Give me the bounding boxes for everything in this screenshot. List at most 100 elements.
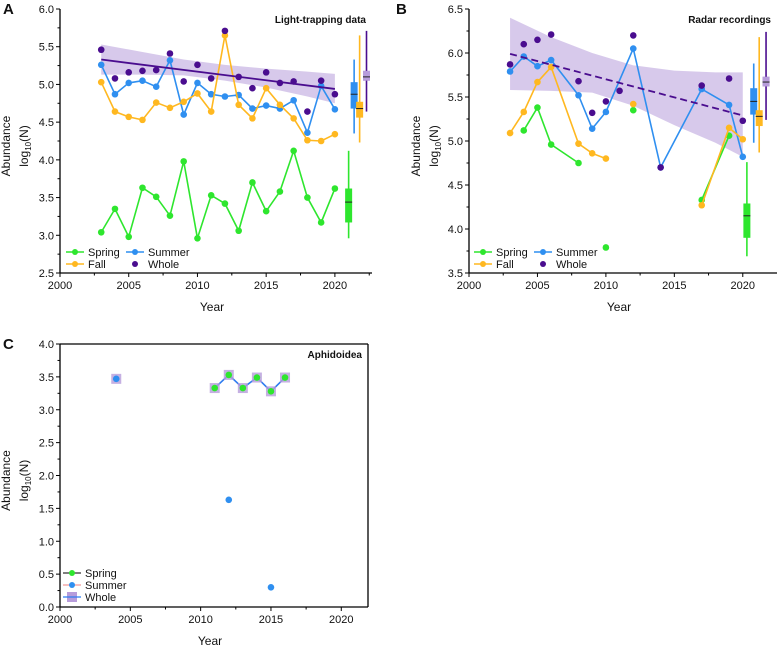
legend-marker: [480, 249, 486, 255]
boxplot-spring: [743, 162, 751, 257]
data-point: [317, 77, 325, 84]
legend-item-spring: Spring: [63, 568, 117, 580]
x-tick-label: 2005: [118, 614, 142, 626]
data-point: [111, 205, 119, 213]
data-point: [588, 125, 596, 132]
x-tick-label: 2005: [116, 280, 140, 292]
y-tick-label: 2.5: [39, 268, 54, 280]
data-point: [575, 140, 582, 147]
box: [356, 101, 364, 118]
data-point: [125, 79, 133, 87]
panel-title: Radar recordings: [688, 15, 771, 26]
data-point: [180, 111, 188, 118]
y-axis-label: Abundance: [409, 115, 423, 176]
data-point: [602, 155, 610, 162]
data-point: [194, 90, 201, 97]
legend-marker: [132, 261, 138, 267]
data-point: [166, 212, 174, 219]
x-tick-label: 2015: [259, 614, 283, 626]
y-tick-label: 6.5: [448, 4, 463, 16]
data-point: [125, 233, 133, 241]
y-tick-label: 6.0: [39, 4, 54, 16]
data-point: [97, 228, 105, 236]
legend-item-summer: Summer: [63, 580, 127, 592]
boxplot-fall: [755, 37, 763, 153]
legend-item-spring: Spring: [66, 247, 120, 259]
trend-line: [101, 58, 336, 90]
data-point: [262, 69, 270, 76]
data-point: [125, 113, 133, 121]
data-point: [180, 98, 188, 106]
data-point: [221, 27, 229, 35]
x-tick-label: 2020: [323, 280, 347, 292]
data-point: [739, 135, 747, 143]
series-spring: [97, 147, 339, 242]
y-unit-log: log: [17, 485, 31, 501]
data-point: [207, 90, 215, 98]
y-tick-label: 1.0: [39, 536, 54, 548]
data-point: [152, 83, 160, 90]
data-point: [249, 179, 256, 186]
y-tick-label: 3.0: [39, 230, 54, 242]
legend-item-whole: Whole: [132, 259, 179, 271]
data-point: [547, 141, 555, 148]
x-tick-label: 2020: [731, 280, 755, 292]
legend-label: Summer: [148, 247, 190, 259]
data-point: [276, 188, 284, 195]
data-point: [602, 244, 610, 251]
legend-item-spring: Spring: [474, 247, 528, 259]
y-tick-label: 6.0: [448, 48, 463, 60]
data-point: [166, 56, 174, 64]
data-point: [281, 374, 289, 381]
x-axis-label: Year: [200, 300, 224, 314]
data-point: [194, 235, 201, 242]
y-tick-label: 4.5: [448, 180, 463, 192]
data-point: [225, 371, 233, 379]
series-spring: [211, 371, 289, 395]
data-point: [97, 61, 105, 69]
data-point: [588, 109, 596, 117]
series-spring: [520, 104, 733, 251]
data-point: [166, 50, 174, 57]
data-point: [194, 79, 201, 87]
x-axis-label: Year: [198, 634, 222, 648]
y-tick-label: 1.5: [39, 503, 54, 515]
data-point: [575, 159, 582, 167]
y-unit-tail: (N): [17, 460, 31, 477]
legend-label: Fall: [88, 259, 106, 271]
data-point: [331, 106, 339, 113]
data-point: [221, 93, 229, 100]
data-point: [262, 84, 270, 92]
data-point: [725, 124, 733, 132]
box: [345, 188, 353, 223]
y-axis-unit-label: log10(N): [17, 460, 33, 502]
data-point: [253, 374, 261, 381]
series-whole: [111, 369, 291, 397]
legend-label: Whole: [85, 592, 116, 604]
panel-letter: A: [3, 1, 14, 18]
legend-marker: [540, 249, 546, 255]
data-point: [152, 66, 160, 74]
data-point: [166, 104, 174, 112]
x-tick-label: 2010: [188, 614, 212, 626]
data-point: [629, 106, 637, 114]
data-point: [221, 32, 229, 39]
y-axis-label: Abundance: [0, 450, 13, 511]
legend-label: Spring: [85, 568, 117, 580]
data-point: [588, 150, 596, 157]
y-unit-subscript: 10: [434, 141, 443, 150]
legend-marker: [540, 261, 546, 267]
boxplot-spring: [345, 150, 353, 239]
data-point: [262, 102, 270, 109]
legend-item-whole: Whole: [540, 259, 587, 271]
y-tick-label: 3.0: [39, 405, 54, 417]
box: [363, 70, 371, 81]
data-point: [249, 84, 256, 92]
legend-item-fall: Fall: [474, 259, 514, 271]
data-point: [221, 200, 229, 207]
legend-label: Summer: [85, 580, 127, 592]
data-point: [207, 108, 215, 115]
data-point: [534, 62, 541, 70]
data-point: [262, 207, 270, 215]
